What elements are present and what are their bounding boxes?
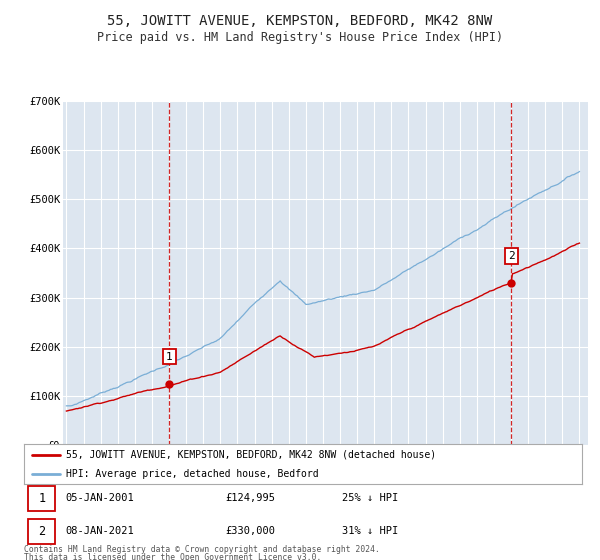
Text: Contains HM Land Registry data © Crown copyright and database right 2024.: Contains HM Land Registry data © Crown c… <box>24 545 380 554</box>
Text: Price paid vs. HM Land Registry's House Price Index (HPI): Price paid vs. HM Land Registry's House … <box>97 31 503 44</box>
Text: This data is licensed under the Open Government Licence v3.0.: This data is licensed under the Open Gov… <box>24 553 322 560</box>
Text: £330,000: £330,000 <box>225 526 275 536</box>
Text: 55, JOWITT AVENUE, KEMPSTON, BEDFORD, MK42 8NW (detached house): 55, JOWITT AVENUE, KEMPSTON, BEDFORD, MK… <box>66 450 436 460</box>
Text: HPI: Average price, detached house, Bedford: HPI: Average price, detached house, Bedf… <box>66 469 319 479</box>
Text: 2: 2 <box>38 525 46 538</box>
Text: £124,995: £124,995 <box>225 493 275 503</box>
FancyBboxPatch shape <box>28 486 55 511</box>
Text: 25% ↓ HPI: 25% ↓ HPI <box>342 493 398 503</box>
Text: 05-JAN-2001: 05-JAN-2001 <box>66 493 134 503</box>
Text: 31% ↓ HPI: 31% ↓ HPI <box>342 526 398 536</box>
Text: 55, JOWITT AVENUE, KEMPSTON, BEDFORD, MK42 8NW: 55, JOWITT AVENUE, KEMPSTON, BEDFORD, MK… <box>107 14 493 28</box>
Text: 2: 2 <box>508 251 515 261</box>
FancyBboxPatch shape <box>28 519 55 544</box>
Text: 1: 1 <box>166 352 173 362</box>
Text: 1: 1 <box>38 492 46 505</box>
Text: 08-JAN-2021: 08-JAN-2021 <box>66 526 134 536</box>
